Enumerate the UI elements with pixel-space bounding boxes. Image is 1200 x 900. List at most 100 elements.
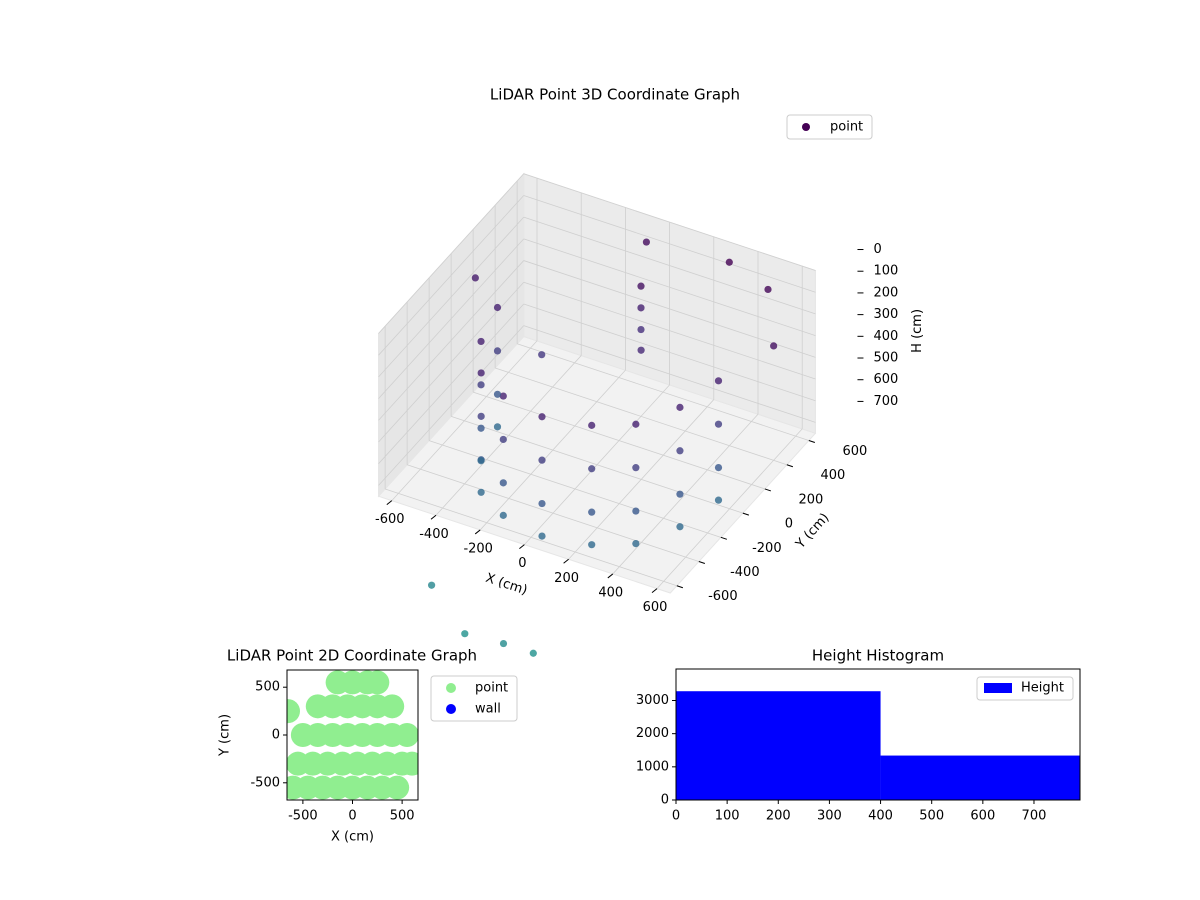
x-tick-label: 400 xyxy=(598,585,623,600)
point xyxy=(725,258,733,266)
point xyxy=(637,282,645,290)
z-tick-label: 100 xyxy=(873,264,898,279)
point xyxy=(380,694,405,719)
point xyxy=(538,351,546,359)
y-tick xyxy=(742,512,750,516)
point xyxy=(400,751,418,776)
point xyxy=(714,496,723,504)
grid-line xyxy=(523,238,816,336)
point xyxy=(477,381,485,389)
point xyxy=(637,325,645,334)
x-tick xyxy=(474,529,481,535)
x-tick-label: 500 xyxy=(390,809,415,824)
point xyxy=(588,508,596,516)
x-tick-label: -500 xyxy=(288,809,318,824)
grid-line xyxy=(523,281,816,380)
y-tick-label: -400 xyxy=(730,565,760,580)
z-tick-label: 300 xyxy=(873,307,898,322)
x-tick xyxy=(651,588,658,593)
point xyxy=(714,464,723,472)
x-tick-label: 0 xyxy=(348,809,356,824)
point xyxy=(538,532,546,540)
grid-line xyxy=(523,303,816,402)
x-tick xyxy=(386,500,393,506)
point xyxy=(588,465,596,473)
grid-line xyxy=(523,195,816,293)
x-tick-label: -200 xyxy=(463,541,493,556)
point xyxy=(632,464,640,472)
x-tick-label: 100 xyxy=(715,809,740,824)
point xyxy=(499,479,507,487)
point xyxy=(428,581,436,589)
x-tick xyxy=(519,544,525,550)
y-tick-label: 600 xyxy=(842,444,867,459)
point xyxy=(499,435,507,444)
grid-line xyxy=(451,415,743,514)
grid-line xyxy=(517,343,809,441)
grid-line xyxy=(523,260,816,358)
point xyxy=(365,670,390,695)
point xyxy=(477,424,485,432)
y-tick xyxy=(786,464,794,468)
point xyxy=(637,304,645,312)
x-axis-label: X (cm) xyxy=(331,830,374,845)
legend-marker xyxy=(446,683,456,693)
point xyxy=(637,346,645,354)
y-tick-label: 0 xyxy=(661,793,669,808)
point xyxy=(714,420,723,428)
grid-line xyxy=(523,173,816,271)
y-tick-label: 1000 xyxy=(636,759,669,774)
y-axis-label: Y (cm) xyxy=(218,714,233,757)
x-tick-label: 200 xyxy=(766,809,791,824)
point xyxy=(676,523,684,531)
grid-line xyxy=(495,367,787,466)
point xyxy=(287,699,300,724)
grid-line xyxy=(378,216,525,378)
grid-line xyxy=(378,195,525,356)
point xyxy=(642,238,651,246)
y-tick xyxy=(808,440,816,444)
grid-line xyxy=(429,440,721,538)
z-tick-label: 400 xyxy=(873,329,898,344)
z-tick-label: 600 xyxy=(873,372,898,387)
x-tick-label: 200 xyxy=(554,571,579,586)
point xyxy=(632,507,640,515)
point xyxy=(499,392,507,400)
point xyxy=(499,511,507,519)
point xyxy=(588,541,596,549)
y-tick-label: 0 xyxy=(272,728,280,743)
y-tick xyxy=(676,585,684,589)
x-tick-label: 0 xyxy=(518,556,526,571)
point xyxy=(714,377,723,385)
point xyxy=(676,490,684,498)
point xyxy=(770,342,778,350)
grid-line xyxy=(523,325,816,423)
point xyxy=(477,337,485,346)
point xyxy=(471,274,479,282)
x-tick-label: 300 xyxy=(817,809,842,824)
z-tick-label: 0 xyxy=(873,242,881,257)
x-tick-label: 700 xyxy=(1022,809,1047,824)
legend-box xyxy=(976,676,1074,701)
y-tick-label: 3000 xyxy=(636,693,669,708)
y-tick-label: 0 xyxy=(785,517,793,532)
legend-marker xyxy=(984,683,1012,693)
z-tick-label: 700 xyxy=(873,394,898,409)
y-tick xyxy=(720,536,728,540)
grid-line xyxy=(378,303,525,464)
x-tick-label: 600 xyxy=(970,809,995,824)
point xyxy=(499,639,508,648)
chart-title: LiDAR Point 2D Coordinate Graph xyxy=(227,647,477,665)
grid-line xyxy=(523,216,816,315)
legend-label: point xyxy=(830,120,863,135)
bar xyxy=(880,755,1080,800)
point xyxy=(538,499,546,508)
legend-marker xyxy=(802,123,810,131)
point xyxy=(588,421,596,429)
y-tick-label: -200 xyxy=(752,541,782,556)
y-axis-label: Y (cm) xyxy=(793,510,833,552)
legend-marker xyxy=(446,704,456,714)
point xyxy=(493,423,502,431)
point xyxy=(493,347,502,355)
